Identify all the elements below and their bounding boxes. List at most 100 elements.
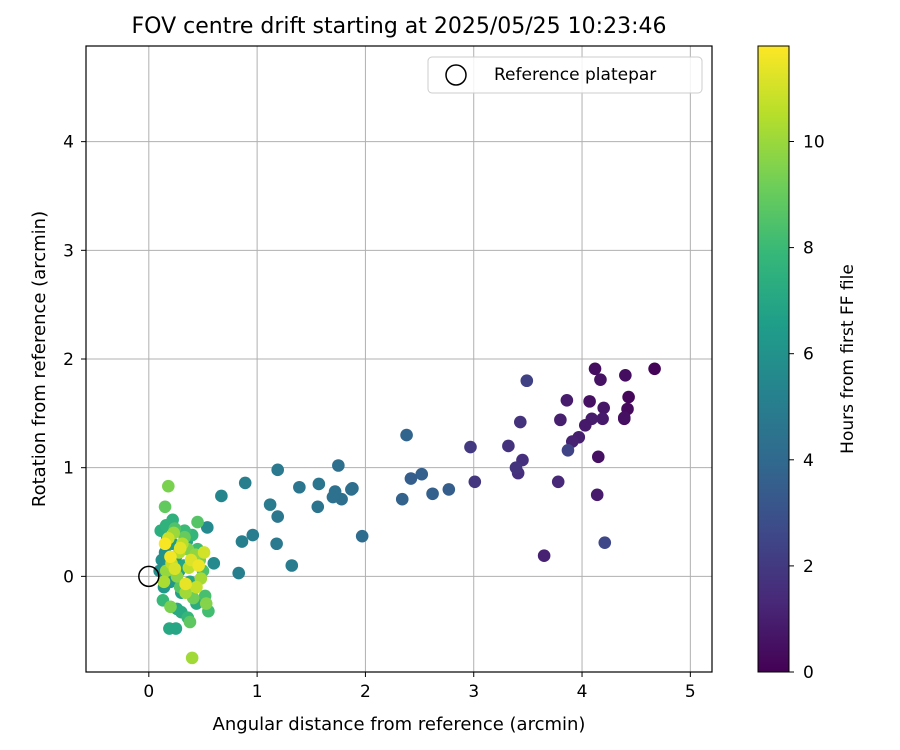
data-point [520,374,534,388]
data-point [157,575,171,589]
y-tick-label: 2 [63,350,74,370]
data-point [591,450,605,464]
data-point [173,541,187,555]
data-point [596,412,609,426]
data-point [215,489,228,503]
x-tick-label: 3 [468,682,479,702]
data-point [395,492,409,506]
data-point [238,476,252,490]
data-point [185,651,199,665]
data-point [199,597,213,610]
legend-marker [445,64,467,86]
data-point [345,483,358,496]
data-point [588,362,602,376]
data-point [191,515,204,529]
data-point [246,528,260,542]
y-axis-ticks: 0 1 2 3 4 [63,133,86,587]
data-point [332,459,345,472]
y-tick-label: 0 [63,567,74,587]
legend-box [427,56,703,94]
data-point [271,510,284,523]
data-point [197,546,211,559]
data-point [179,586,192,599]
data-point [201,521,214,534]
colorbar-tick-label: 10 [803,132,825,152]
chart-title: FOV centre drift starting at 2025/05/25 … [132,14,667,39]
y-tick-label: 1 [63,459,74,479]
x-tick-label: 5 [685,682,696,702]
data-point [648,362,661,376]
data-point [415,467,429,481]
data-point [442,483,456,496]
colorbar-tick-label: 6 [803,345,814,365]
data-point [190,580,203,594]
x-tick-label: 1 [252,682,263,702]
data-point [464,440,477,454]
data-point [158,537,172,551]
data-point [270,537,283,551]
data-point [293,480,306,494]
reference-point [138,565,160,588]
y-axis-label: Rotation from reference (arcmin) [29,211,50,507]
data-points [153,362,661,665]
data-point [578,418,592,432]
data-point [235,535,249,548]
data-point [509,461,523,474]
data-point [164,600,177,614]
data-point [169,622,183,635]
colorbar-tick-label: 0 [803,663,814,683]
y-tick-label: 3 [63,241,74,261]
data-point [355,529,369,543]
colorbar [757,45,790,673]
colorbar-label: Hours from first FF file [838,264,858,454]
data-point [560,393,574,407]
colorbar-ticks: 0 2 4 6 8 10 [789,132,825,683]
data-point [622,390,635,404]
data-point [598,536,612,549]
data-point [617,411,631,424]
data-point [583,395,596,408]
data-point [164,550,177,564]
data-point [514,415,527,429]
data-point [400,428,413,442]
reference-marker [138,565,160,588]
legend-label: Reference platepar [494,65,656,85]
data-point [158,500,172,514]
data-point [590,488,604,502]
data-point [207,557,221,570]
data-point [554,413,567,427]
data-point [263,498,277,511]
x-axis-label: Angular distance from reference (arcmin) [213,714,586,735]
data-point [597,401,610,415]
data-point [232,566,246,580]
data-point [326,490,340,504]
data-point [312,477,326,491]
data-point [192,559,205,572]
colorbar-tick-label: 4 [803,451,814,471]
data-point [271,463,284,477]
data-point [537,549,551,563]
data-point [168,562,182,576]
data-point [162,479,175,493]
data-point [619,369,632,382]
x-axis-ticks: 0 1 2 3 4 5 [143,672,696,702]
colorbar-tick-label: 2 [803,557,814,577]
data-point [183,615,197,629]
data-point [426,487,439,501]
x-tick-label: 4 [577,682,588,702]
colorbar-tick-label: 8 [803,239,814,259]
x-tick-label: 2 [360,682,371,702]
data-point [561,443,575,457]
data-point [551,475,565,489]
data-point [404,472,418,485]
data-point [594,373,607,386]
x-tick-label: 0 [143,682,154,702]
y-tick-label: 4 [63,133,74,153]
legend: Reference platepar [427,56,703,94]
data-point [285,559,299,572]
data-point [468,475,482,489]
data-point [311,500,325,514]
grid [86,46,712,672]
